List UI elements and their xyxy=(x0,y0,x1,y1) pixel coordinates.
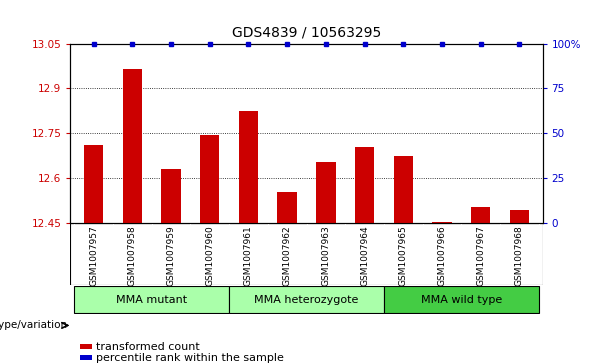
Bar xyxy=(394,156,413,223)
Text: MMA wild type: MMA wild type xyxy=(421,295,502,305)
Text: GSM1007958: GSM1007958 xyxy=(128,226,137,286)
Bar xyxy=(161,170,181,223)
Bar xyxy=(123,69,142,223)
Bar xyxy=(471,207,490,223)
Bar xyxy=(200,135,219,223)
Bar xyxy=(316,162,335,223)
Text: GSM1007959: GSM1007959 xyxy=(167,226,175,286)
Bar xyxy=(84,146,104,223)
Bar xyxy=(278,192,297,223)
Text: GSM1007962: GSM1007962 xyxy=(283,226,292,286)
Text: transformed count: transformed count xyxy=(96,342,200,352)
Text: GSM1007960: GSM1007960 xyxy=(205,226,215,286)
Text: MMA mutant: MMA mutant xyxy=(116,295,188,305)
Text: GSM1007968: GSM1007968 xyxy=(515,226,524,286)
Text: GSM1007965: GSM1007965 xyxy=(398,226,408,286)
Bar xyxy=(239,111,258,223)
Text: genotype/variation: genotype/variation xyxy=(0,321,67,330)
Bar xyxy=(384,286,539,313)
Bar xyxy=(80,355,92,360)
Bar xyxy=(80,344,92,348)
Text: GSM1007957: GSM1007957 xyxy=(89,226,98,286)
Bar xyxy=(74,286,229,313)
Bar xyxy=(432,222,452,223)
Bar xyxy=(509,210,529,223)
Title: GDS4839 / 10563295: GDS4839 / 10563295 xyxy=(232,26,381,40)
Text: GSM1007963: GSM1007963 xyxy=(321,226,330,286)
Text: GSM1007964: GSM1007964 xyxy=(360,226,369,286)
Text: percentile rank within the sample: percentile rank within the sample xyxy=(96,353,284,363)
Text: GSM1007966: GSM1007966 xyxy=(438,226,446,286)
Text: GSM1007967: GSM1007967 xyxy=(476,226,485,286)
Bar xyxy=(355,147,374,223)
Text: MMA heterozygote: MMA heterozygote xyxy=(254,295,359,305)
Bar xyxy=(229,286,384,313)
Text: GSM1007961: GSM1007961 xyxy=(244,226,253,286)
